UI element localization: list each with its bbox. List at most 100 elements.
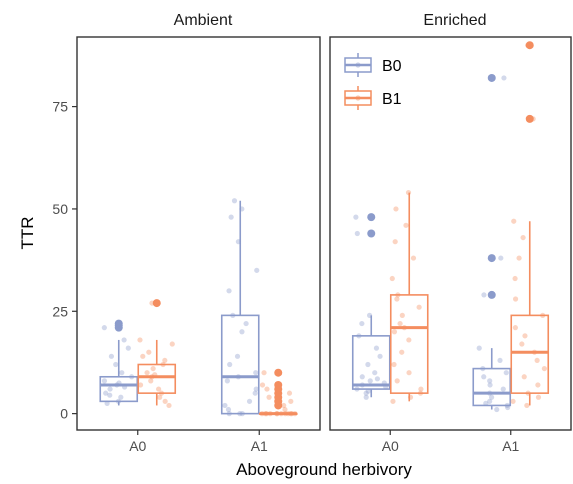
point-b1-ambient-a1-19 — [261, 370, 267, 376]
point-b1-enriched-a0-3 — [418, 386, 424, 392]
point-b1-enriched-a1-13 — [512, 296, 519, 302]
point-b1-enriched-a0-7 — [399, 349, 405, 355]
box-b1-enriched-a1 — [510, 41, 550, 409]
point-b0-ambient-a1-7 — [235, 374, 241, 380]
point-b0-enriched-a1-14 — [498, 255, 504, 261]
point-b1-enriched-a1-6 — [541, 365, 547, 372]
point-b1-enriched-a1-11 — [512, 325, 518, 331]
box-b0-enriched-a0 — [351, 213, 391, 400]
point-b0-enriched-a0-1 — [363, 390, 369, 396]
point-b1-ambient-a1-16 — [286, 390, 293, 396]
point-b1-enriched-a1-17 — [511, 218, 517, 224]
point-b1-enriched-a0-5 — [406, 370, 412, 376]
point-b0-ambient-a0-6 — [101, 378, 108, 384]
point-b0-ambient-a1-16 — [235, 239, 242, 245]
point-b1-ambient-a0-14 — [149, 300, 155, 306]
point-b1-enriched-a0-6 — [391, 361, 397, 368]
point-b1-ambient-a1-6 — [285, 411, 291, 417]
point-b0-enriched-a0-14 — [366, 312, 373, 318]
point-b1-ambient-a1-17 — [264, 386, 270, 392]
point-b0-ambient-a0-2 — [103, 390, 109, 396]
point-b1-enriched-a0-20 — [393, 206, 399, 212]
point-b0-ambient-a0-7 — [129, 374, 135, 380]
point-b0-ambient-a0-0 — [115, 398, 122, 404]
point-b0-ambient-a1-11 — [239, 329, 245, 335]
legend-label-b1: B1 — [382, 91, 402, 108]
point-b1-ambient-a0-7 — [144, 370, 150, 376]
point-b0-ambient-a1-9 — [227, 361, 233, 368]
point-b1-ambient-a0-5 — [148, 378, 154, 384]
point-b1-ambient-a0-0 — [166, 402, 172, 409]
outlier-b0-enriched-a0-0 — [367, 229, 376, 238]
legend-entry-b0: B0 — [344, 53, 402, 77]
point-b1-ambient-a0-3 — [156, 386, 162, 392]
point-b0-ambient-a0-5 — [116, 380, 122, 386]
point-b1-enriched-a1-19 — [525, 42, 531, 48]
point-b1-enriched-a0-1 — [407, 394, 414, 400]
y-tick-label-3: 75 — [52, 99, 68, 115]
panel-title-enriched: Enriched — [423, 12, 486, 29]
point-b0-enriched-a0-4 — [359, 382, 365, 388]
point-b1-enriched-a1-14 — [512, 275, 518, 282]
legend-key-point-0 — [355, 62, 361, 68]
point-b1-enriched-a0-18 — [392, 239, 398, 245]
point-b1-ambient-a0-10 — [162, 357, 168, 364]
point-b1-enriched-a0-4 — [394, 378, 400, 384]
point-b0-ambient-a1-15 — [254, 267, 260, 273]
point-b0-ambient-a1-2 — [226, 411, 232, 417]
box-b0-enriched-a1 — [472, 73, 512, 413]
point-b0-ambient-a1-1 — [237, 411, 243, 417]
point-b1-enriched-a0-13 — [416, 304, 422, 310]
point-b0-enriched-a0-5 — [381, 380, 387, 386]
outlier-b1-enriched-a1-1 — [525, 41, 534, 50]
x-tick-label-enriched-0: A0 — [382, 438, 399, 454]
point-b0-ambient-a1-18 — [239, 206, 245, 212]
chart-marks — [99, 41, 550, 417]
point-b0-ambient-a0-16 — [121, 384, 128, 390]
box-body-b1-enriched-a1 — [510, 314, 550, 394]
point-b1-ambient-a1-10 — [263, 411, 270, 417]
x-tick-label-ambient-1: A1 — [251, 438, 268, 454]
point-b1-ambient-a1-8 — [267, 411, 273, 417]
legend: B0 B1 — [344, 53, 402, 110]
point-b0-enriched-a1-1 — [504, 402, 510, 409]
point-b1-enriched-a1-8 — [531, 349, 538, 355]
point-b1-enriched-a1-4 — [535, 382, 541, 388]
outlier-b0-enriched-a1-0 — [487, 290, 496, 299]
outlier-b1-ambient-a1-6 — [274, 368, 283, 377]
point-b0-enriched-a1-9 — [481, 374, 487, 380]
point-b0-enriched-a0-17 — [365, 388, 371, 394]
point-b1-enriched-a1-0 — [524, 402, 530, 409]
point-b0-enriched-a0-12 — [356, 333, 362, 339]
point-b1-enriched-a0-11 — [397, 320, 403, 327]
box-body-b0-ambient-a1 — [220, 314, 260, 415]
point-b1-ambient-a1-13 — [281, 402, 287, 409]
point-b1-ambient-a1-14 — [288, 398, 294, 404]
point-b0-ambient-a1-17 — [228, 214, 234, 220]
point-b1-enriched-a0-17 — [410, 255, 417, 261]
outlier-b0-enriched-a1-1 — [487, 254, 496, 263]
point-b0-enriched-a1-17 — [503, 370, 509, 376]
point-b1-enriched-a1-18 — [530, 116, 536, 122]
box-body-b1-enriched-a0 — [389, 294, 429, 394]
point-b1-enriched-a0-16 — [389, 275, 395, 282]
x-tick-label-enriched-1: A1 — [502, 438, 519, 454]
point-b0-ambient-a1-19 — [231, 198, 238, 204]
point-b1-enriched-a0-10 — [401, 325, 407, 331]
outlier-b0-enriched-a1-2 — [487, 73, 496, 82]
point-b0-enriched-a1-12 — [476, 345, 482, 351]
y-tick-label-0: 0 — [60, 406, 68, 422]
point-b0-enriched-a1-16 — [505, 404, 511, 411]
point-b0-enriched-a1-0 — [494, 406, 500, 413]
point-b0-enriched-a0-8 — [372, 370, 378, 376]
point-b1-enriched-a0-8 — [406, 337, 412, 343]
point-b0-ambient-a0-8 — [119, 370, 125, 376]
point-b0-ambient-a1-8 — [253, 370, 259, 376]
legend-label-b0: B0 — [382, 58, 402, 75]
point-b1-enriched-a1-3 — [525, 390, 531, 396]
point-b1-enriched-a1-16 — [520, 234, 526, 241]
point-b0-enriched-a1-10 — [480, 365, 486, 372]
y-tick-label-1: 25 — [52, 303, 68, 319]
point-b0-ambient-a1-13 — [230, 312, 236, 318]
